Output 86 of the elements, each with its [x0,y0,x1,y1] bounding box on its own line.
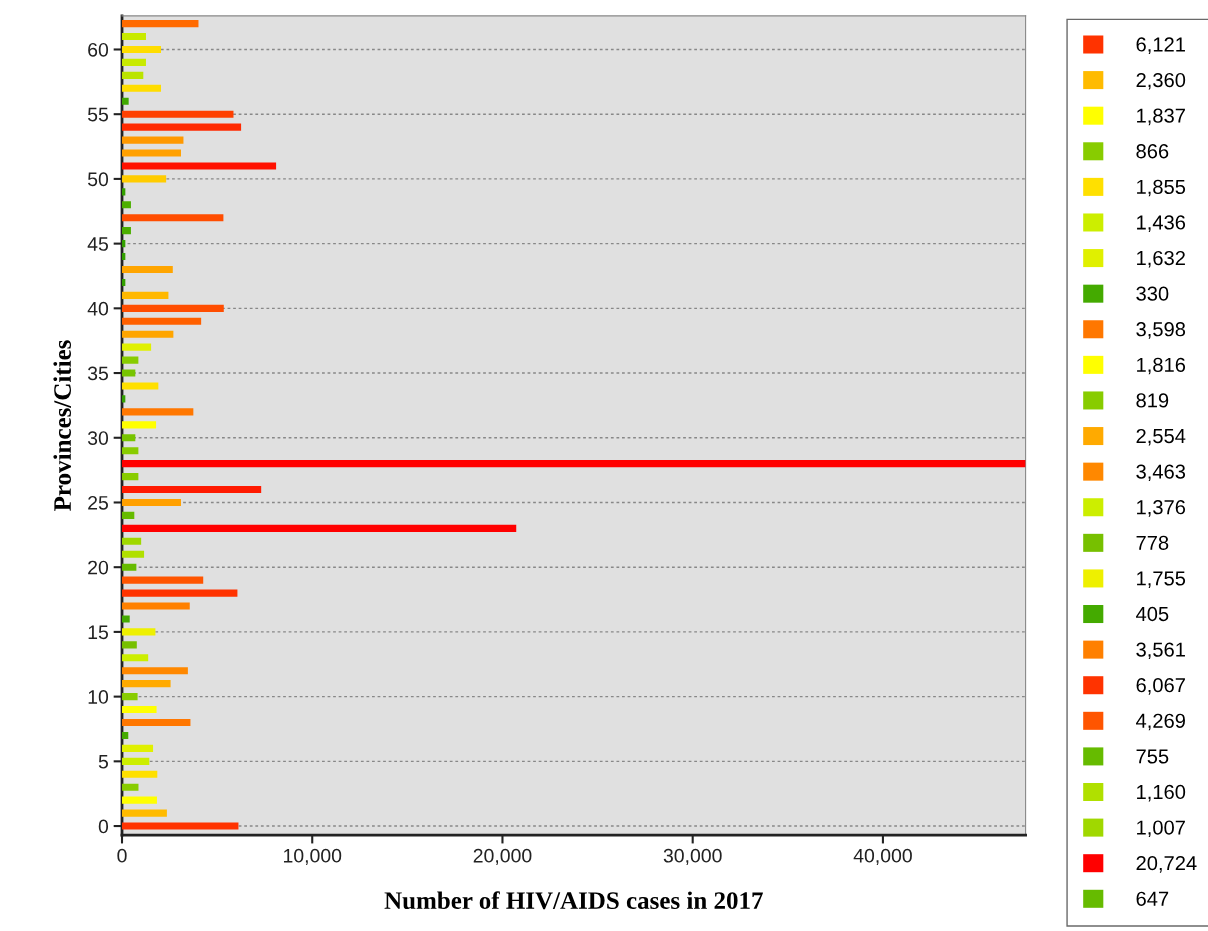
legend-label: 1,755 [1137,571,1186,588]
bar [122,602,190,610]
bar [122,110,234,118]
y-tick-label: 15 [88,625,108,640]
bar [122,123,242,131]
legend-label: 866 [1136,144,1169,159]
bar [122,757,150,765]
legend-label: 647 [1136,891,1169,906]
y-tick-label: 10 [88,690,109,704]
x-tick-label: 10,000 [283,848,342,865]
legend-label: 405 [1136,606,1169,622]
y-tick-label: 35 [87,366,108,381]
bar [122,783,139,791]
legend-label: 1,855 [1137,179,1186,197]
y-tick-label: 50 [87,172,109,187]
y-tick-label: 40 [87,301,109,316]
legend-label: 3,598 [1136,322,1186,339]
legend-label: 2,554 [1136,428,1186,446]
bar [122,317,202,325]
legend-label: 1,007 [1137,820,1185,838]
legend-label: 4,269 [1136,713,1185,731]
y-tick-label: 5 [98,755,108,769]
legend-label: 1,816 [1137,357,1186,375]
legend-label: 6,121 [1136,37,1185,54]
legend-label: 1,436 [1137,215,1186,232]
bar [122,175,167,183]
y-tick-label: 60 [88,42,109,57]
bar [122,32,146,41]
bar [122,369,136,377]
y-tick-label: 55 [87,107,108,122]
bar [122,20,199,28]
bar [122,136,184,144]
bar [122,693,138,701]
bar [122,796,157,804]
bar [122,71,144,79]
bar [122,718,191,727]
bar [122,162,277,170]
legend-label: 6,067 [1136,678,1185,695]
legend-label: 778 [1136,535,1169,550]
bar [122,45,161,54]
x-axis-title: Number of HIV/AIDS cases in 2017 [384,891,763,910]
legend-label: 819 [1136,393,1169,408]
bar [122,214,224,222]
bar [122,498,181,507]
y-tick-label: 25 [88,495,108,510]
legend-label: 755 [1136,749,1169,764]
bar [122,485,262,494]
legend-label: 20,724 [1136,856,1197,873]
y-tick-label: 0 [98,819,109,834]
bar [122,667,188,675]
legend-label: 3,463 [1136,464,1186,482]
legend-label: 3,561 [1136,642,1185,660]
bar [122,576,204,584]
legend-label: 330 [1136,286,1169,301]
legend-label: 1,376 [1137,500,1186,517]
bar [122,330,174,338]
bar [122,265,173,274]
bar [122,822,239,830]
legend-label: 1,837 [1137,108,1185,126]
bar [122,524,517,532]
legend-label: 2,360 [1136,72,1186,90]
bar [122,680,171,688]
x-tick-label: 30,000 [663,848,722,865]
y-axis-title: Provinces/Cities [53,340,71,511]
bar [122,628,156,636]
legend-label: 1,160 [1137,784,1186,802]
bar [122,706,157,714]
y-tick-label: 20 [88,560,109,575]
bar [122,58,146,66]
x-tick-label: 0 [117,848,127,863]
bar [122,149,181,157]
bar [122,84,161,92]
y-tick-label: 30 [87,431,109,445]
bar [122,291,169,299]
bar [122,770,158,778]
y-tick-label: 45 [87,237,108,251]
bar [122,641,137,649]
bar [122,589,238,597]
legend-label: 1,632 [1137,250,1185,268]
x-tick-label: 20,000 [473,848,532,865]
x-tick-label: 40,000 [853,848,912,865]
bar [122,304,224,312]
bar [122,809,167,817]
bar [122,744,154,752]
bar [122,615,130,623]
bar [122,654,149,662]
